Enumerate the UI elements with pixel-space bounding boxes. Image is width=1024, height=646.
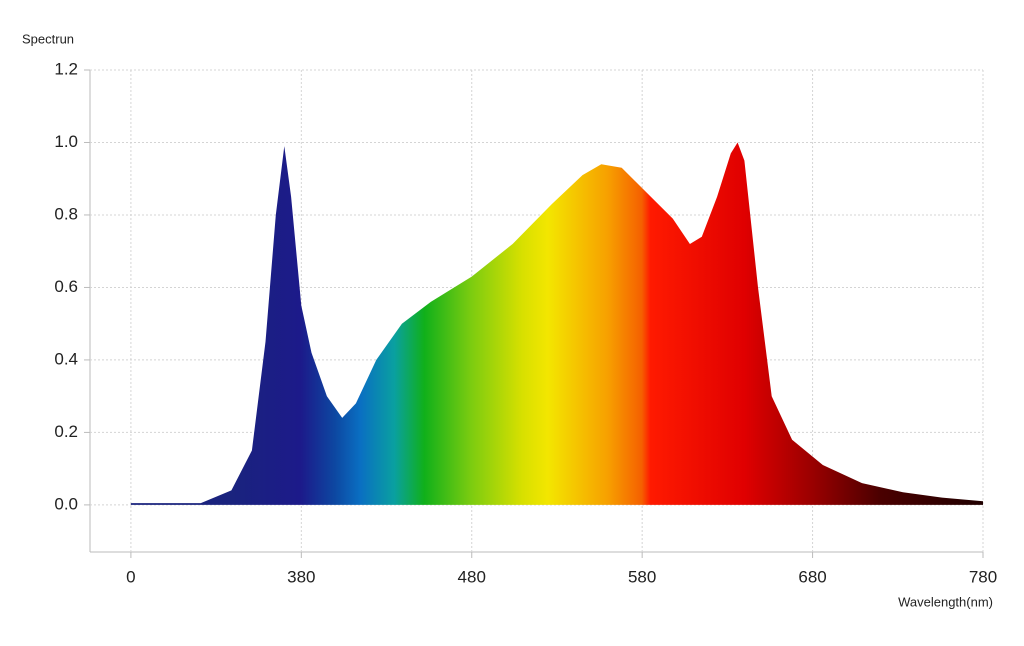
x-tick-label: 780 — [969, 567, 997, 586]
x-tick-label: 480 — [458, 567, 486, 586]
x-tick-label: 680 — [798, 567, 826, 586]
y-tick-label: 0.0 — [54, 494, 78, 513]
y-tick-label: 1.0 — [54, 132, 78, 151]
spectrum-area — [130, 142, 983, 505]
y-tick-label: 0.8 — [54, 204, 78, 223]
x-tick-label: 0 — [126, 567, 135, 586]
x-axis-label: Wavelength(nm) — [898, 594, 993, 609]
x-tick-label: 380 — [287, 567, 315, 586]
y-tick-label: 0.4 — [54, 349, 78, 368]
y-tick-label: 0.2 — [54, 422, 78, 441]
x-tick-label: 580 — [628, 567, 656, 586]
y-axis-label: Spectrun — [22, 31, 74, 46]
y-tick-label: 0.6 — [54, 277, 78, 296]
y-tick-label: 1.2 — [54, 59, 78, 78]
